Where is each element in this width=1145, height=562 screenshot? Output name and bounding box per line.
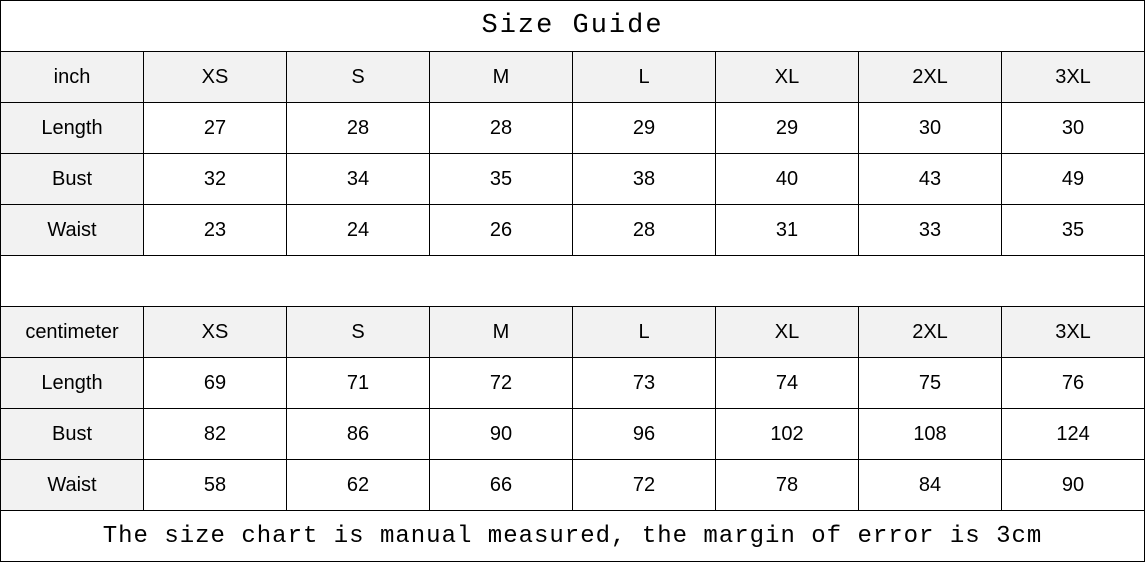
cell-value: 90 <box>1000 459 1145 511</box>
table-row-inch-bust: Bust 32 34 35 38 40 43 49 <box>0 153 1145 205</box>
cell-value: 86 <box>286 408 430 460</box>
size-header-l: L <box>572 51 716 103</box>
cell-value: 62 <box>286 459 430 511</box>
cell-value: 108 <box>858 408 1002 460</box>
size-header-s: S <box>286 306 430 358</box>
cell-value: 38 <box>572 153 716 205</box>
size-header-3xl: 3XL <box>1000 306 1145 358</box>
title-row: Size Guide <box>0 0 1145 52</box>
cell-value: 69 <box>143 357 287 409</box>
cell-value: 32 <box>143 153 287 205</box>
cell-value: 82 <box>143 408 287 460</box>
cell-value: 49 <box>1000 153 1145 205</box>
cell-value: 71 <box>286 357 430 409</box>
cell-value: 29 <box>715 102 859 154</box>
spacer-row <box>0 255 1145 307</box>
size-header-3xl: 3XL <box>1000 51 1145 103</box>
cell-value: 27 <box>143 102 287 154</box>
size-header-m: M <box>429 51 573 103</box>
cell-value: 28 <box>429 102 573 154</box>
table-row-cm-length: Length 69 71 72 73 74 75 76 <box>0 357 1145 409</box>
cell-value: 28 <box>286 102 430 154</box>
cell-value: 29 <box>572 102 716 154</box>
size-header-xl: XL <box>715 306 859 358</box>
cell-value: 30 <box>1000 102 1145 154</box>
table-row-inch-waist: Waist 23 24 26 28 31 33 35 <box>0 204 1145 256</box>
cell-value: 28 <box>572 204 716 256</box>
footer-note: The size chart is manual measured, the m… <box>0 510 1145 562</box>
table-row-cm-bust: Bust 82 86 90 96 102 108 124 <box>0 408 1145 460</box>
cell-value: 43 <box>858 153 1002 205</box>
size-header-xl: XL <box>715 51 859 103</box>
cell-value: 24 <box>286 204 430 256</box>
row-label: Length <box>0 102 144 154</box>
cell-value: 72 <box>429 357 573 409</box>
cell-value: 30 <box>858 102 1002 154</box>
size-header-2xl: 2XL <box>858 306 1002 358</box>
row-label: Waist <box>0 459 144 511</box>
table-spacer <box>0 255 1145 307</box>
cell-value: 78 <box>715 459 859 511</box>
table-row-inch-length: Length 27 28 28 29 29 30 30 <box>0 102 1145 154</box>
page-title: Size Guide <box>0 0 1145 52</box>
cell-value: 72 <box>572 459 716 511</box>
cell-value: 35 <box>1000 204 1145 256</box>
row-label: Bust <box>0 153 144 205</box>
cell-value: 102 <box>715 408 859 460</box>
size-header-l: L <box>572 306 716 358</box>
row-label: Waist <box>0 204 144 256</box>
table-row-cm-waist: Waist 58 62 66 72 78 84 90 <box>0 459 1145 511</box>
cell-value: 66 <box>429 459 573 511</box>
cell-value: 75 <box>858 357 1002 409</box>
cell-value: 26 <box>429 204 573 256</box>
cell-value: 124 <box>1000 408 1145 460</box>
cell-value: 74 <box>715 357 859 409</box>
cell-value: 23 <box>143 204 287 256</box>
cell-value: 34 <box>286 153 430 205</box>
cell-value: 84 <box>858 459 1002 511</box>
cell-value: 90 <box>429 408 573 460</box>
cell-value: 40 <box>715 153 859 205</box>
inch-header-row: inch XS S M L XL 2XL 3XL <box>0 51 1145 103</box>
cell-value: 58 <box>143 459 287 511</box>
row-label: Length <box>0 357 144 409</box>
cell-value: 73 <box>572 357 716 409</box>
size-header-2xl: 2XL <box>858 51 1002 103</box>
unit-label-inch: inch <box>0 51 144 103</box>
size-header-xs: XS <box>143 306 287 358</box>
cell-value: 31 <box>715 204 859 256</box>
size-header-m: M <box>429 306 573 358</box>
footer-row: The size chart is manual measured, the m… <box>0 510 1145 562</box>
cell-value: 96 <box>572 408 716 460</box>
cell-value: 35 <box>429 153 573 205</box>
size-header-s: S <box>286 51 430 103</box>
cell-value: 33 <box>858 204 1002 256</box>
size-header-xs: XS <box>143 51 287 103</box>
row-label: Bust <box>0 408 144 460</box>
centimeter-header-row: centimeter XS S M L XL 2XL 3XL <box>0 306 1145 358</box>
unit-label-centimeter: centimeter <box>0 306 144 358</box>
cell-value: 76 <box>1000 357 1145 409</box>
